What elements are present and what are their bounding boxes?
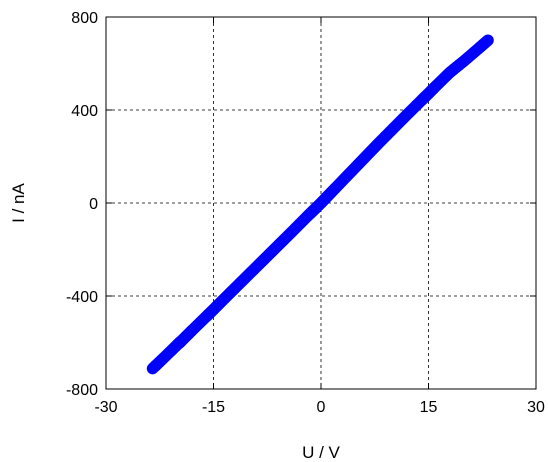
y-tick-label: 0 (89, 196, 98, 213)
x-tick-label: 15 (420, 399, 438, 416)
x-tick-labels: -30 -15 0 15 30 (94, 399, 545, 416)
data-series (146, 34, 494, 375)
x-tick-label: 0 (317, 399, 326, 416)
axis-ticks (105, 16, 537, 390)
x-tick-label: 30 (527, 399, 545, 416)
y-tick-label: 400 (71, 103, 98, 120)
y-tick-label: 800 (71, 10, 98, 27)
y-tick-labels: -800 -400 0 400 800 (66, 10, 98, 399)
y-tick-label: -400 (66, 289, 98, 306)
x-axis-label: U / V (302, 443, 340, 462)
x-tick-label: -15 (202, 399, 225, 416)
data-point (482, 34, 494, 47)
x-tick-label: -30 (94, 399, 117, 416)
y-tick-label: -800 (66, 382, 98, 399)
y-axis-label: I / nA (9, 182, 28, 222)
